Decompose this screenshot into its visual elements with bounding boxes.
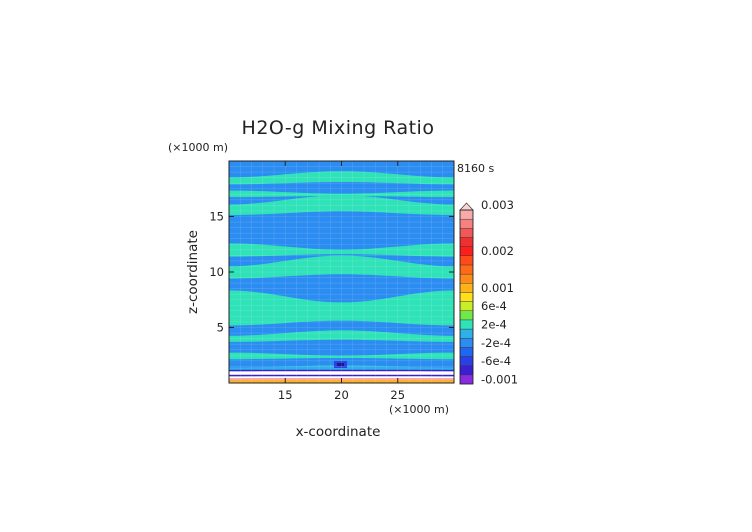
colorbar-label: 0.002 — [481, 244, 514, 258]
colorbar-swatch — [459, 356, 474, 366]
colorbar-label: 6e-4 — [481, 299, 507, 313]
colorbar-label: 2e-4 — [481, 317, 507, 331]
colorbar-swatch — [459, 365, 474, 376]
colorbar: -0.001 -6e-4 -2e-4 2e-4 6e-4 0.001 0.002 0.003 — [459, 198, 518, 386]
chart-title: H2O-g Mixing Ratio — [242, 117, 435, 139]
field-band — [229, 290, 454, 326]
field-band — [229, 330, 454, 342]
y-axis-label: z-coordinate — [185, 230, 201, 314]
field-band — [229, 195, 454, 215]
colorbar-swatch — [459, 264, 474, 275]
colorbar-swatch — [459, 273, 474, 284]
colorbar-swatch — [459, 310, 474, 321]
x-axis-label: x-coordinate — [296, 424, 381, 440]
field-band — [229, 243, 454, 257]
field-bands — [229, 171, 454, 360]
field-band — [229, 255, 454, 279]
colorbar-swatch — [459, 283, 474, 293]
colorbar-swatch — [459, 328, 474, 339]
mixing-ratio-field — [229, 161, 454, 383]
x-unit-label: (×1000 m) — [389, 403, 449, 416]
field-band — [229, 190, 454, 198]
surface-band — [229, 368, 454, 375]
x-axis-ticks: 15 20 25 — [278, 161, 405, 402]
surface-anomaly-core — [337, 363, 344, 366]
colorbar-swatch — [459, 237, 474, 247]
y-unit-label: (×1000 m) — [168, 141, 228, 154]
field-band — [229, 171, 454, 185]
colorbar-label: -0.001 — [481, 372, 518, 386]
colorbar-frame — [459, 209, 474, 385]
colorbar-swatch — [459, 209, 474, 220]
colorbar-swatch — [459, 228, 474, 238]
x-tick-label: 20 — [334, 388, 349, 402]
colorbar-label: 0.001 — [481, 281, 514, 295]
colorbar-swatch — [459, 338, 474, 348]
y-axis-ticks: 5 10 15 — [209, 210, 454, 335]
x-tick-label: 15 — [278, 388, 293, 402]
colorbar-swatch — [459, 374, 474, 385]
x-tick-label: 25 — [390, 388, 405, 402]
colorbar-label: -2e-4 — [481, 336, 511, 350]
colorbar-overflow-triangle — [459, 202, 474, 211]
y-tick-label: 5 — [217, 321, 224, 335]
colorbar-label: 0.003 — [481, 198, 514, 212]
y-tick-label: 15 — [209, 210, 224, 224]
colorbar-swatch — [459, 347, 474, 357]
colorbar-swatch — [459, 246, 474, 256]
colorbar-swatch — [459, 218, 474, 229]
colorbar-swatch — [459, 255, 474, 266]
y-tick-label: 10 — [209, 265, 224, 279]
grid-lines — [229, 161, 454, 383]
colorbar-swatch — [459, 319, 474, 330]
colorbar-swatch — [459, 292, 474, 302]
colorbar-swatch — [459, 301, 474, 311]
field-band — [229, 352, 454, 360]
time-label: 8160 s — [457, 162, 494, 175]
colorbar-label: -6e-4 — [481, 354, 511, 368]
